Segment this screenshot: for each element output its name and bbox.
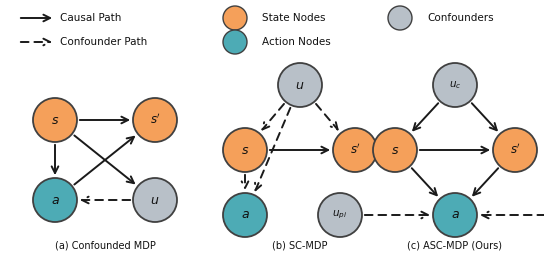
- Text: $s$: $s$: [241, 144, 249, 157]
- Circle shape: [133, 178, 177, 222]
- Circle shape: [223, 6, 247, 30]
- Text: $u$: $u$: [295, 79, 305, 92]
- Circle shape: [373, 128, 417, 172]
- Text: $a$: $a$: [240, 209, 249, 222]
- Text: $u$: $u$: [150, 193, 160, 206]
- Text: $a$: $a$: [450, 209, 460, 222]
- Text: $s'$: $s'$: [150, 113, 160, 127]
- Text: (b) SC-MDP: (b) SC-MDP: [272, 240, 327, 250]
- Text: $s$: $s$: [391, 144, 399, 157]
- Circle shape: [433, 193, 477, 237]
- Text: (a) Confounded MDP: (a) Confounded MDP: [54, 240, 156, 250]
- Text: ${u}_{pi}$: ${u}_{pi}$: [332, 209, 348, 221]
- Text: (c) ASC-MDP (Ours): (c) ASC-MDP (Ours): [407, 240, 503, 250]
- Circle shape: [223, 128, 267, 172]
- Text: Confounders: Confounders: [427, 13, 493, 23]
- Text: $s$: $s$: [51, 114, 59, 127]
- Circle shape: [223, 193, 267, 237]
- Text: $a$: $a$: [51, 193, 59, 206]
- Circle shape: [33, 178, 77, 222]
- Circle shape: [493, 128, 537, 172]
- Circle shape: [388, 6, 412, 30]
- Text: State Nodes: State Nodes: [262, 13, 325, 23]
- Text: Causal Path: Causal Path: [60, 13, 121, 23]
- Circle shape: [333, 128, 377, 172]
- Circle shape: [433, 63, 477, 107]
- Text: $s'$: $s'$: [510, 143, 521, 157]
- Text: ${u}_{c}$: ${u}_{c}$: [449, 79, 461, 91]
- Text: Confounder Path: Confounder Path: [60, 37, 147, 47]
- Circle shape: [318, 193, 362, 237]
- Circle shape: [223, 30, 247, 54]
- Text: Action Nodes: Action Nodes: [262, 37, 331, 47]
- Circle shape: [278, 63, 322, 107]
- Circle shape: [133, 98, 177, 142]
- Circle shape: [33, 98, 77, 142]
- Text: $s'$: $s'$: [350, 143, 361, 157]
